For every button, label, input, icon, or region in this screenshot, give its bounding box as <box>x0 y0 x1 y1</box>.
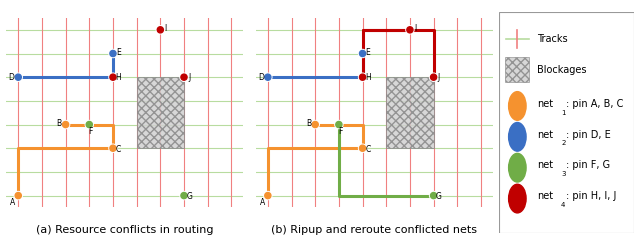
Circle shape <box>312 122 318 128</box>
Text: net: net <box>537 130 553 140</box>
Circle shape <box>156 26 164 34</box>
Text: B: B <box>56 119 61 128</box>
Circle shape <box>336 122 342 128</box>
Text: I: I <box>164 24 166 33</box>
Text: D: D <box>9 73 15 82</box>
Text: H: H <box>365 73 371 82</box>
Circle shape <box>110 50 116 57</box>
Circle shape <box>335 121 343 129</box>
Text: Blockages: Blockages <box>537 65 586 74</box>
Circle shape <box>109 49 117 58</box>
Text: 3: 3 <box>561 171 566 177</box>
Text: J: J <box>438 73 440 82</box>
Text: 1: 1 <box>561 110 566 116</box>
Circle shape <box>429 73 438 81</box>
Text: J: J <box>188 73 190 82</box>
Text: E: E <box>365 48 370 57</box>
Circle shape <box>181 193 187 199</box>
Text: 4: 4 <box>561 202 565 208</box>
Text: H: H <box>115 73 121 82</box>
Text: F: F <box>88 127 93 136</box>
Circle shape <box>181 74 187 80</box>
Circle shape <box>109 144 117 152</box>
Circle shape <box>264 192 272 200</box>
Text: E: E <box>116 48 120 57</box>
Text: : pin D, E: : pin D, E <box>566 130 611 140</box>
Circle shape <box>14 192 22 200</box>
Circle shape <box>264 73 272 81</box>
Text: (b) Ripup and reroute conflicted nets: (b) Ripup and reroute conflicted nets <box>271 225 477 235</box>
Circle shape <box>110 74 116 80</box>
Text: (a) Resource conflicts in routing: (a) Resource conflicts in routing <box>36 225 214 235</box>
Circle shape <box>63 122 68 128</box>
Circle shape <box>431 193 436 199</box>
Circle shape <box>406 26 414 34</box>
Circle shape <box>265 193 271 199</box>
Text: : pin A, B, C: : pin A, B, C <box>566 99 624 109</box>
Circle shape <box>360 145 365 151</box>
Text: C: C <box>365 145 371 154</box>
Circle shape <box>15 74 21 80</box>
Text: net: net <box>537 160 553 171</box>
Text: G: G <box>436 192 442 201</box>
Text: F: F <box>338 127 342 136</box>
Circle shape <box>360 74 365 80</box>
Circle shape <box>61 121 70 129</box>
Circle shape <box>86 122 92 128</box>
Circle shape <box>431 74 436 80</box>
Circle shape <box>180 73 188 81</box>
Text: G: G <box>186 192 192 201</box>
Circle shape <box>509 184 526 213</box>
Circle shape <box>180 192 188 200</box>
Circle shape <box>358 49 367 58</box>
Text: C: C <box>116 145 121 154</box>
Bar <box>504 58 529 82</box>
Bar <box>137 77 184 148</box>
Circle shape <box>509 122 526 151</box>
Circle shape <box>509 153 526 182</box>
Circle shape <box>360 50 365 57</box>
Circle shape <box>15 193 21 199</box>
Text: B: B <box>306 119 311 128</box>
Text: net: net <box>537 99 553 109</box>
Text: net: net <box>537 191 553 201</box>
Circle shape <box>358 73 367 81</box>
Text: A: A <box>260 198 265 207</box>
Text: Tracks: Tracks <box>537 34 568 44</box>
Text: I: I <box>414 24 416 33</box>
Circle shape <box>85 121 93 129</box>
Text: 2: 2 <box>561 140 565 147</box>
Circle shape <box>265 74 271 80</box>
Circle shape <box>110 145 116 151</box>
Text: A: A <box>10 198 15 207</box>
Circle shape <box>157 27 163 33</box>
Circle shape <box>407 27 413 33</box>
Circle shape <box>429 192 438 200</box>
Circle shape <box>14 73 22 81</box>
Text: D: D <box>259 73 264 82</box>
Circle shape <box>311 121 319 129</box>
Circle shape <box>109 73 117 81</box>
Text: : pin F, G: : pin F, G <box>566 160 611 171</box>
Circle shape <box>358 144 367 152</box>
Circle shape <box>509 92 526 120</box>
Text: : pin H, I, J: : pin H, I, J <box>566 191 617 201</box>
Bar <box>387 77 434 148</box>
